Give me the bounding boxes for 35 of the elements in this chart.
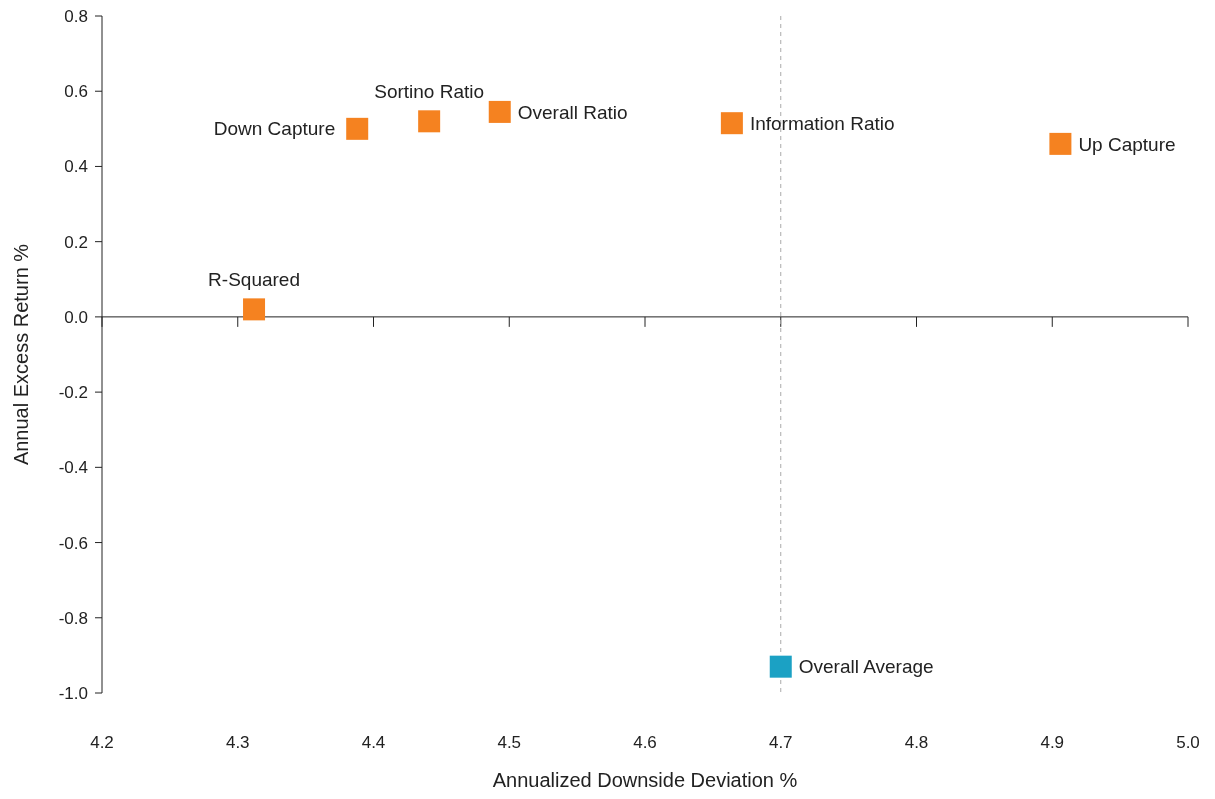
x-tick-label: 4.6 bbox=[633, 733, 657, 752]
x-axis-title: Annualized Downside Deviation % bbox=[492, 769, 798, 791]
y-tick-label: -0.4 bbox=[58, 458, 88, 478]
y-tick-label: 0.0 bbox=[64, 307, 88, 327]
y-tick-label: 0.8 bbox=[64, 6, 88, 26]
y-tick-label: -0.6 bbox=[58, 533, 88, 553]
annotation: Information Ratio bbox=[749, 112, 895, 134]
x-tick-label: 4.4 bbox=[361, 733, 386, 752]
y-axis-title: Annual Excess Return % bbox=[10, 243, 32, 466]
x-tick-label: 4.3 bbox=[225, 733, 250, 752]
annotation: Up Capture bbox=[1078, 133, 1176, 155]
point bbox=[720, 112, 743, 135]
x-tick-label: 4.5 bbox=[497, 733, 522, 752]
annotation: Overall Average bbox=[798, 656, 934, 678]
y-tick-label: -0.8 bbox=[58, 608, 88, 628]
point bbox=[1049, 132, 1072, 155]
y-tick-label: 0.2 bbox=[64, 232, 88, 252]
annotation: Sortino Ratio bbox=[374, 80, 485, 102]
y-tick-label: -1.0 bbox=[58, 683, 88, 703]
point bbox=[346, 117, 369, 140]
annotation: Overall Ratio bbox=[517, 101, 628, 123]
x-tick-label: 5.0 bbox=[1176, 733, 1200, 752]
x-tick-label: 4.7 bbox=[768, 733, 793, 752]
y-tick-label: -0.2 bbox=[58, 383, 88, 403]
x-tick-label: 4.2 bbox=[90, 733, 114, 752]
x-tick-label: 4.8 bbox=[904, 733, 929, 752]
point bbox=[769, 655, 792, 678]
annotation: Down Capture bbox=[213, 118, 336, 140]
point bbox=[243, 298, 266, 321]
point bbox=[488, 100, 511, 123]
point bbox=[418, 110, 441, 133]
y-tick-label: 0.6 bbox=[64, 82, 88, 102]
y-tick-label: 0.4 bbox=[64, 157, 88, 177]
x-tick-label: 4.9 bbox=[1040, 733, 1065, 752]
annotation: R-Squared bbox=[208, 269, 300, 291]
